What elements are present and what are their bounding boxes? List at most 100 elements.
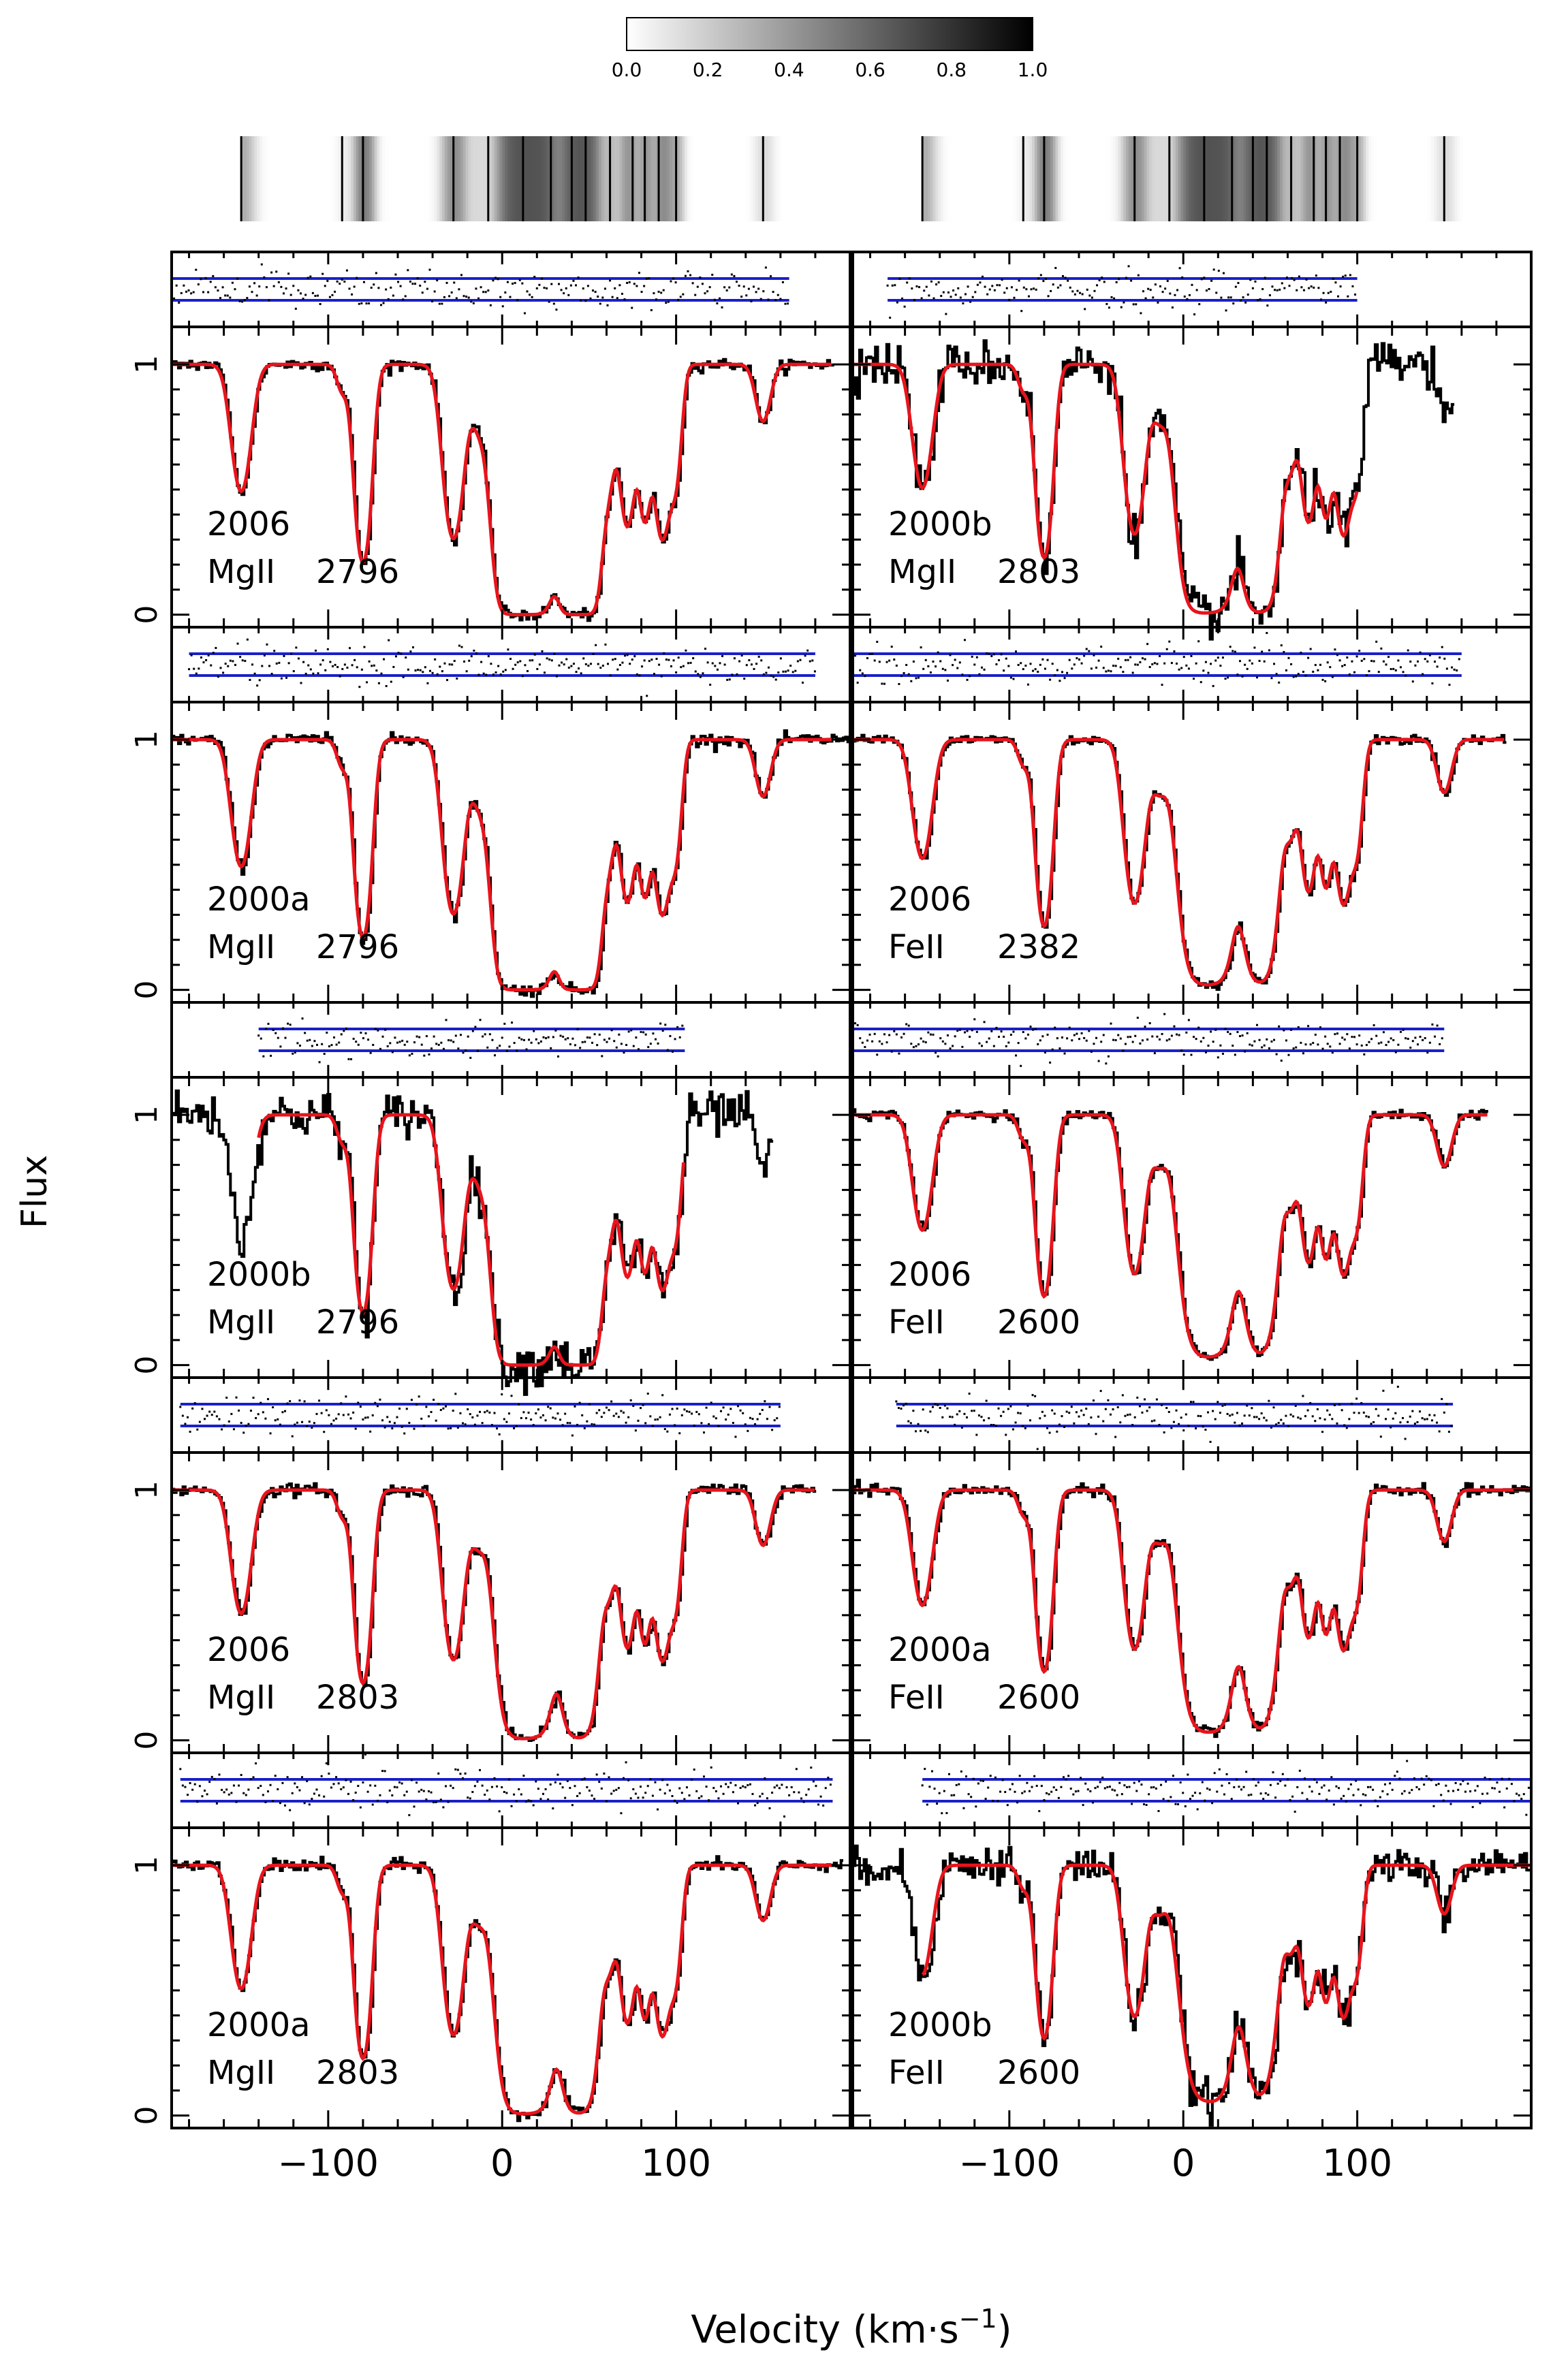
strip-shade [1371, 136, 1375, 221]
residual-point [925, 285, 928, 288]
residual-point [337, 1413, 340, 1416]
residual-point [1285, 1414, 1287, 1417]
residual-point [1266, 632, 1268, 635]
strip-shade [251, 136, 255, 221]
residual-point [1399, 666, 1402, 669]
residual-point [1317, 287, 1320, 289]
residual-point [1347, 1788, 1350, 1790]
strip-shade [280, 136, 283, 221]
residual-point [1114, 1435, 1117, 1438]
residual-point [920, 646, 922, 649]
residual-point [1394, 1775, 1396, 1777]
residual-point [595, 1773, 598, 1776]
residual-point [773, 1419, 776, 1422]
residual-point [1056, 669, 1058, 671]
residual-point [342, 1786, 345, 1789]
residual-point [1120, 1793, 1123, 1796]
residual-point [616, 297, 618, 300]
residual-point [586, 285, 589, 287]
residual-point [278, 661, 281, 664]
strip-shade [603, 136, 607, 221]
strip-shade [395, 136, 398, 221]
residual-point [1037, 277, 1040, 280]
residual-point [589, 1036, 591, 1039]
residual-point [456, 677, 458, 680]
residual-point [951, 1416, 954, 1418]
residual-point [1015, 650, 1018, 653]
strip-shade [985, 136, 988, 221]
strip-shade [1039, 136, 1043, 221]
residual-point [238, 1409, 240, 1412]
residual-point [995, 1026, 998, 1029]
residual-point [401, 1782, 403, 1785]
residual-point [1024, 1037, 1027, 1040]
colorbar-gradient [626, 17, 1033, 51]
residual-point [601, 665, 604, 667]
residual-point [1411, 680, 1414, 683]
residual-point [554, 1417, 556, 1420]
residual-point [1199, 681, 1202, 684]
strip-shade [653, 136, 657, 221]
strip-shade [567, 136, 571, 221]
panel-ion-label: FeII [888, 1303, 945, 1342]
residual-point [738, 285, 740, 287]
residual-point [1028, 1790, 1031, 1792]
residual-point [854, 1022, 857, 1025]
x-tick-label: 100 [1322, 2142, 1392, 2185]
residual-point [1426, 660, 1429, 663]
residual-point [1382, 1031, 1385, 1034]
residual-point [1302, 1052, 1304, 1055]
strip-shade [1350, 136, 1353, 221]
residual-point [1012, 678, 1015, 680]
residual-point [1105, 670, 1108, 673]
residual-point [642, 1403, 644, 1406]
residual-point [691, 1412, 693, 1415]
residual-point [1257, 299, 1259, 302]
residual-point [381, 1035, 384, 1038]
residual-point [594, 291, 597, 293]
residual-point [224, 663, 227, 665]
residual-point [205, 659, 208, 661]
residual-point [912, 660, 915, 663]
residual-point [1046, 659, 1049, 661]
strip-shade [1092, 136, 1095, 221]
residual-point [341, 668, 344, 671]
residual-point [421, 291, 424, 294]
residual-point [198, 1785, 201, 1788]
residual-point [340, 1033, 343, 1036]
residual-point [982, 1779, 985, 1782]
residual-point [1020, 1064, 1022, 1067]
residual-point [629, 663, 631, 665]
residual-point [460, 646, 463, 648]
strip-shade [1024, 136, 1027, 221]
strip-shade [1418, 136, 1422, 221]
residual-point [749, 1416, 751, 1419]
residual-point [1112, 665, 1115, 667]
residual-point [722, 1406, 725, 1409]
residual-point [537, 1408, 539, 1411]
residual-point [903, 1404, 905, 1407]
residual-point [1236, 1031, 1239, 1034]
residual-point [566, 1779, 569, 1782]
residual-point [1248, 1414, 1251, 1417]
residual-point [1234, 650, 1236, 653]
residual-point [358, 686, 361, 688]
strip-shade [1303, 136, 1306, 221]
strip-shade [990, 136, 994, 221]
residual-point [997, 1407, 1000, 1410]
residual-point [984, 1798, 987, 1800]
residual-point [666, 1049, 669, 1051]
residual-point [1337, 295, 1340, 298]
residual-point [1283, 287, 1286, 289]
residual-point [1343, 664, 1346, 667]
residual-point [777, 671, 780, 674]
residual-point [747, 287, 750, 290]
residual-point [321, 1043, 324, 1045]
residual-point [255, 1762, 257, 1765]
strip-shade [390, 136, 393, 221]
strip-shade [1334, 136, 1338, 221]
residual-point [1178, 1423, 1180, 1425]
residual-point [204, 276, 207, 279]
residual-point [218, 1773, 221, 1776]
residual-point [418, 1036, 421, 1038]
